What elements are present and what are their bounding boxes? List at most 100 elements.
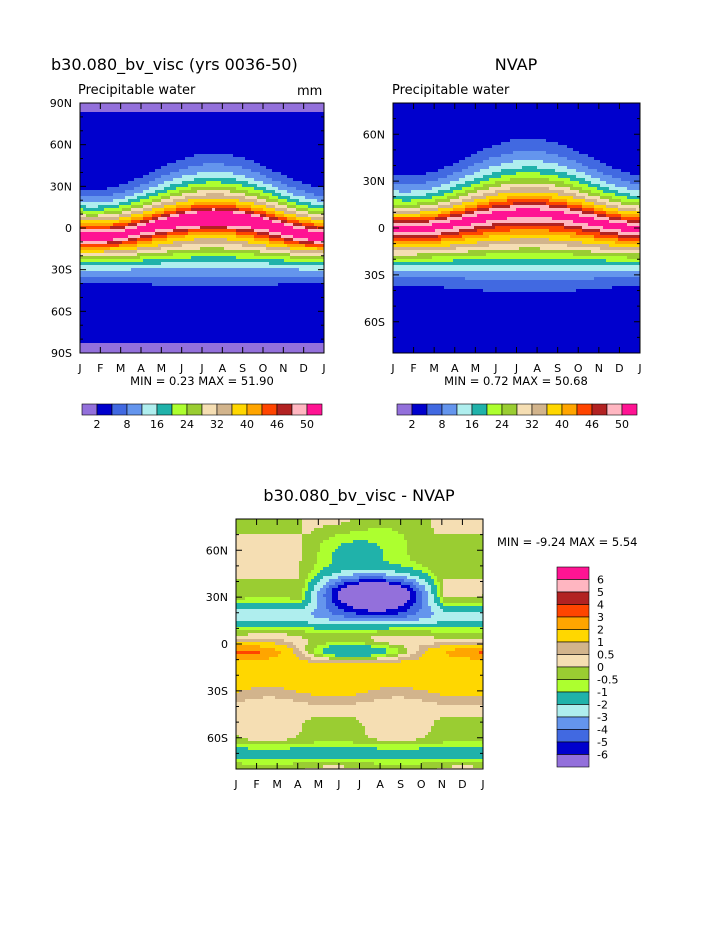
contour-cell xyxy=(107,187,111,191)
contour-cell xyxy=(158,154,162,158)
contour-cell xyxy=(149,154,153,158)
contour-cell xyxy=(218,334,222,338)
contour-cell xyxy=(221,232,225,236)
contour-cell xyxy=(224,325,228,329)
contour-cell xyxy=(233,271,237,275)
contour-cell xyxy=(110,277,114,281)
contour-cell xyxy=(98,337,102,341)
contour-cell xyxy=(173,247,177,251)
contour-cell xyxy=(194,256,198,260)
contour-cell xyxy=(158,271,162,275)
contour-cell xyxy=(173,298,177,302)
contour-cell xyxy=(140,235,144,239)
contour-cell xyxy=(176,235,180,239)
contour-cell xyxy=(242,277,246,281)
contour-cell xyxy=(188,136,192,140)
contour-cell xyxy=(185,235,189,239)
contour-cell xyxy=(227,193,231,197)
contour-cell xyxy=(233,265,237,269)
contour-cell xyxy=(224,349,228,353)
contour-cell xyxy=(92,187,96,191)
contour-cell xyxy=(188,262,192,266)
contour-cell xyxy=(101,328,105,332)
contour-cell xyxy=(161,157,165,161)
contour-cell xyxy=(227,142,231,146)
contour-cell xyxy=(92,268,96,272)
contour-cell xyxy=(122,127,126,131)
contour-cell xyxy=(170,304,174,308)
contour-cell xyxy=(173,133,177,137)
contour-cell xyxy=(155,196,159,200)
contour-cell xyxy=(113,247,117,251)
contour-cell xyxy=(92,199,96,203)
contour-cell xyxy=(251,349,255,353)
contour-cell xyxy=(140,259,144,263)
contour-cell xyxy=(101,139,105,143)
contour-cell xyxy=(185,301,189,305)
contour-cell xyxy=(149,208,153,212)
contour-cell xyxy=(149,274,153,278)
contour-cell xyxy=(212,250,216,254)
contour-cell xyxy=(158,157,162,161)
contour-cell xyxy=(92,169,96,173)
contour-cell xyxy=(131,256,135,260)
contour-cell xyxy=(113,241,117,245)
contour-cell xyxy=(98,325,102,329)
contour-cell xyxy=(242,319,246,323)
contour-cell xyxy=(248,292,252,296)
contour-cell xyxy=(83,142,87,146)
contour-cell xyxy=(194,115,198,119)
contour-cell xyxy=(152,349,156,353)
contour-cell xyxy=(83,214,87,218)
contour-cell xyxy=(113,349,117,353)
contour-cell xyxy=(194,283,198,287)
contour-cell xyxy=(170,151,174,155)
contour-cell xyxy=(212,268,216,272)
contour-cell xyxy=(254,325,258,329)
contour-cell xyxy=(107,295,111,299)
contour-cell xyxy=(140,157,144,161)
contour-cell xyxy=(191,334,195,338)
contour-cell xyxy=(80,232,84,236)
contour-cell xyxy=(218,184,222,188)
contour-cell xyxy=(167,334,171,338)
contour-cell xyxy=(224,229,228,233)
contour-cell xyxy=(218,217,222,221)
contour-cell xyxy=(86,277,90,281)
contour-cell xyxy=(254,157,258,161)
contour-cell xyxy=(200,148,204,152)
contour-cell xyxy=(116,157,120,161)
contour-cell xyxy=(95,211,99,215)
contour-cell xyxy=(143,145,147,149)
contour-cell xyxy=(140,244,144,248)
contour-cell xyxy=(134,145,138,149)
contour-cell xyxy=(218,196,222,200)
contour-cell xyxy=(188,328,192,332)
contour-cell xyxy=(152,160,156,164)
contour-cell xyxy=(176,193,180,197)
contour-cell xyxy=(194,172,198,176)
contour-cell xyxy=(167,112,171,116)
contour-cell xyxy=(176,196,180,200)
contour-cell xyxy=(224,151,228,155)
contour-cell xyxy=(80,343,84,347)
contour-cell xyxy=(233,259,237,263)
contour-cell xyxy=(80,313,84,317)
contour-cell xyxy=(176,154,180,158)
contour-cell xyxy=(83,217,87,221)
contour-cell xyxy=(173,232,177,236)
contour-cell xyxy=(110,334,114,338)
contour-cell xyxy=(125,133,129,137)
contour-cell xyxy=(194,142,198,146)
contour-cell xyxy=(239,286,243,290)
contour-cell xyxy=(251,157,255,161)
contour-cell xyxy=(221,115,225,119)
contour-cell xyxy=(254,217,258,221)
contour-cell xyxy=(137,253,141,257)
contour-cell xyxy=(146,145,150,149)
contour-cell xyxy=(215,313,219,317)
contour-cell xyxy=(200,286,204,290)
contour-cell xyxy=(197,193,201,197)
contour-cell xyxy=(104,292,108,296)
contour-cell xyxy=(206,127,210,131)
